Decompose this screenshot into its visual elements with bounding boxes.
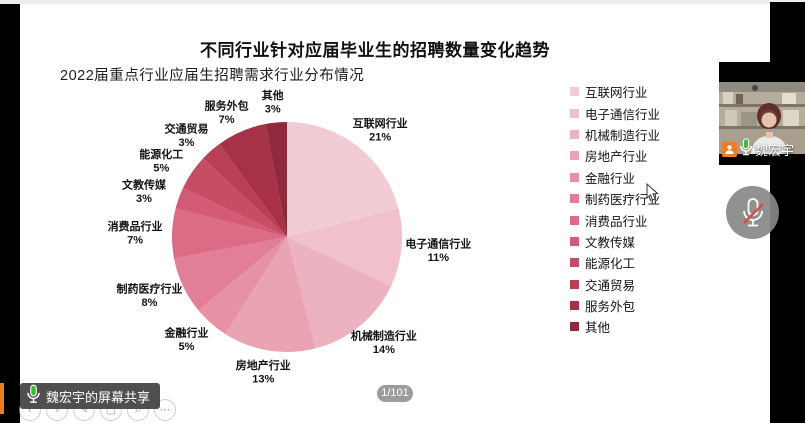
pie-label-value: 7% bbox=[127, 235, 143, 247]
pie-label: 消费品行业 bbox=[108, 219, 163, 233]
legend-label: 文教传媒 bbox=[585, 235, 636, 250]
legend-label: 能源化工 bbox=[585, 257, 636, 272]
legend-swatch bbox=[570, 236, 579, 246]
pie-slice-11 bbox=[219, 124, 287, 237]
mic-on-icon bbox=[26, 384, 41, 409]
pie-label-value: 11% bbox=[428, 252, 450, 264]
mic-muted-button[interactable] bbox=[726, 186, 779, 239]
pie-slice-4 bbox=[225, 237, 316, 352]
legend-item: 机械制造行业 bbox=[570, 124, 660, 145]
active-speaker-stripe bbox=[0, 383, 4, 414]
legend-item: 互联网行业 bbox=[570, 81, 660, 102]
legend-swatch bbox=[570, 129, 579, 139]
participant-video-frame bbox=[719, 82, 805, 154]
pie-slice-6 bbox=[174, 237, 287, 311]
legend-item: 交通贸易 bbox=[570, 274, 660, 295]
legend-item: 消费品行业 bbox=[570, 209, 660, 230]
pie-label: 房地产行业 bbox=[236, 358, 291, 372]
slide-subtitle: 2022届重点行业应届生招聘需求行业分布情况 bbox=[60, 68, 365, 84]
window-top-strip bbox=[0, 0, 805, 4]
pie-slice-7 bbox=[172, 208, 287, 259]
host-person-icon bbox=[722, 142, 737, 157]
legend-swatch bbox=[570, 301, 579, 311]
legend-label: 服务外包 bbox=[585, 300, 636, 315]
legend-item: 能源化工 bbox=[570, 252, 660, 273]
pie-slice-8 bbox=[175, 188, 287, 237]
pie-label: 制药医疗行业 bbox=[116, 281, 182, 295]
page-indicator: 1/101 bbox=[377, 385, 413, 402]
legend-swatch bbox=[570, 172, 579, 182]
pie-slice-10 bbox=[203, 143, 287, 237]
pie-label-value: 5% bbox=[179, 341, 195, 353]
legend-item: 房地产行业 bbox=[570, 145, 660, 166]
chart-legend: 互联网行业电子通信行业 机械制造行业 房地产行业金融行业制药医疗行业 消费品行业文教传… bbox=[570, 81, 660, 338]
pie-label-value: 8% bbox=[142, 297, 158, 309]
legend-swatch bbox=[570, 108, 579, 118]
legend-label: 制药医疗行业 bbox=[585, 193, 661, 208]
legend-swatch bbox=[570, 322, 579, 332]
legend-item: 文教传媒 bbox=[570, 231, 660, 252]
legend-label: 互联网行业 bbox=[585, 86, 648, 101]
pie-label: 交通贸易 bbox=[164, 121, 208, 135]
left-letterbox bbox=[0, 4, 20, 423]
slide-title: 不同行业针对应届毕业生的招聘数量变化趋势 bbox=[200, 41, 550, 60]
legend-swatch bbox=[570, 151, 579, 161]
pie-label: 电子通信行业 bbox=[405, 236, 471, 250]
legend-item: 服务外包 bbox=[570, 295, 660, 316]
legend-item: 金融行业 bbox=[570, 167, 660, 188]
share-status-text: 魏宏宇的屏幕共享 bbox=[46, 389, 151, 405]
mouse-cursor bbox=[646, 183, 659, 201]
legend-item: 电子通信行业 bbox=[570, 102, 660, 123]
legend-label: 电子通信行业 bbox=[585, 107, 661, 122]
legend-swatch bbox=[570, 194, 579, 204]
pie-slice-5 bbox=[198, 237, 287, 335]
legend-item: 制药医疗行业 bbox=[570, 188, 660, 209]
pie-slice-1 bbox=[287, 122, 399, 237]
legend-label: 机械制造行业 bbox=[585, 128, 661, 143]
pie-label-value: 21% bbox=[369, 132, 391, 144]
webcam-picture bbox=[719, 82, 805, 154]
pie-slice-2 bbox=[287, 208, 402, 286]
pie-label: 互联网行业 bbox=[353, 116, 408, 130]
legend-label: 其他 bbox=[585, 321, 611, 336]
pie-label-value: 7% bbox=[219, 114, 235, 126]
participant-name-bar: 魏宏宇 bbox=[722, 138, 795, 161]
legend-label: 消费品行业 bbox=[585, 214, 648, 229]
legend-swatch bbox=[570, 258, 579, 268]
pie-label-value: 14% bbox=[373, 344, 395, 356]
legend-swatch bbox=[570, 87, 579, 97]
participant-name: 魏宏宇 bbox=[755, 143, 795, 158]
pie-label-value: 5% bbox=[153, 163, 169, 175]
legend-item: 其他 bbox=[570, 316, 660, 337]
legend-swatch bbox=[570, 215, 579, 225]
pie-label: 机械制造行业 bbox=[351, 328, 417, 342]
pie-label: 文教传媒 bbox=[122, 177, 167, 191]
pie-label: 金融行业 bbox=[163, 326, 208, 340]
participant-video-tile[interactable]: 魏宏宇 bbox=[719, 62, 805, 165]
legend-label: 房地产行业 bbox=[585, 150, 648, 165]
pie-label: 服务外包 bbox=[205, 99, 249, 113]
mic-on-icon bbox=[739, 138, 753, 161]
pie-label: 能源化工 bbox=[139, 147, 183, 161]
pie-label-value: 13% bbox=[252, 373, 274, 385]
legend-label: 交通贸易 bbox=[585, 278, 636, 293]
pie-slice-12 bbox=[265, 122, 287, 237]
mic-muted-icon bbox=[742, 197, 764, 226]
legend-swatch bbox=[570, 279, 579, 289]
pie-label-value: 3% bbox=[265, 104, 281, 116]
pie-slice-9 bbox=[182, 158, 287, 237]
pie-label-value: 3% bbox=[179, 137, 195, 149]
legend-label: 金融行业 bbox=[585, 171, 636, 186]
pie-label-value: 3% bbox=[136, 193, 152, 205]
pie-slice-3 bbox=[287, 237, 392, 349]
pie-label: 其他 bbox=[262, 88, 284, 102]
share-status-pill: 魏宏宇的屏幕共享 bbox=[20, 383, 161, 409]
